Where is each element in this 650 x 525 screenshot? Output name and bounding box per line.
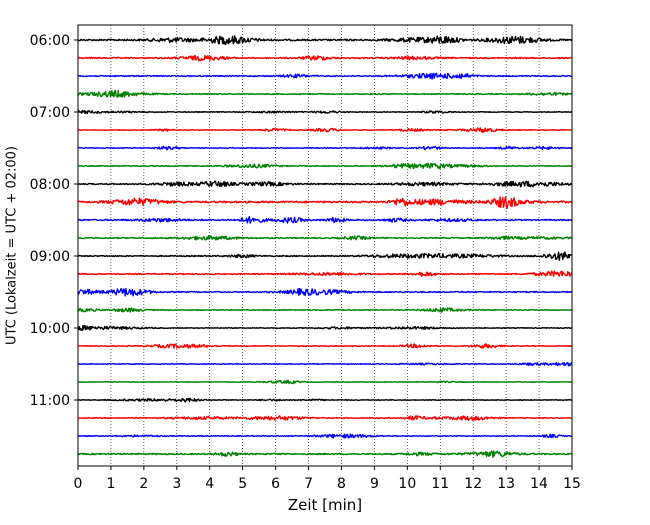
trace-1045 <box>77 379 573 385</box>
x-tick-label: 10 <box>398 476 416 492</box>
trace-1030 <box>77 362 573 367</box>
x-tick-label: 12 <box>464 476 482 492</box>
trace-0830 <box>77 215 573 224</box>
y-tick-label: 08:00 <box>30 177 70 193</box>
x-tick-label: 8 <box>337 476 346 492</box>
trace-0845 <box>77 235 573 241</box>
trace-1100 <box>77 397 573 403</box>
trace-0600 <box>77 35 573 46</box>
trace-0700 <box>77 109 573 115</box>
x-axis-label: Zeit [min] <box>288 496 362 514</box>
trace-1000 <box>77 325 573 332</box>
trace-0630 <box>77 72 573 80</box>
x-tick-label: 6 <box>271 476 280 492</box>
x-tick-label: 14 <box>530 476 548 492</box>
y-tick-label: 10:00 <box>30 321 70 337</box>
x-axis-ticks: 0 1 2 3 4 5 6 7 8 9 10 11 12 13 14 15 <box>74 466 581 492</box>
x-tick-label: 11 <box>431 476 449 492</box>
seismic-traces <box>77 35 573 458</box>
trace-0915 <box>77 270 573 278</box>
trace-1115 <box>77 414 572 421</box>
trace-0730 <box>77 145 573 151</box>
x-tick-label: 2 <box>139 476 148 492</box>
x-tick-label: 15 <box>563 476 581 492</box>
y-axis-ticks: 06:00 07:00 08:00 09:00 10:00 11:00 <box>30 33 78 409</box>
x-tick-label: 9 <box>370 476 379 492</box>
y-axis-label: UTC (Lokalzeit = UTC + 02:00) <box>5 146 20 345</box>
x-tick-label: 4 <box>205 476 214 492</box>
trace-0745 <box>77 162 573 170</box>
x-tick-label: 0 <box>74 476 83 492</box>
trace-1130 <box>77 433 573 439</box>
x-tick-label: 5 <box>238 476 247 492</box>
trace-0615 <box>77 54 573 62</box>
trace-0800 <box>77 180 573 188</box>
x-tick-label: 3 <box>172 476 181 492</box>
y-tick-label: 11:00 <box>30 393 70 409</box>
trace-1015 <box>77 343 573 349</box>
trace-0900 <box>77 251 573 261</box>
trace-0930 <box>77 287 573 297</box>
x-tick-label: 1 <box>106 476 115 492</box>
y-tick-label: 09:00 <box>30 249 70 265</box>
trace-0645 <box>77 89 573 98</box>
plot-frame <box>77 24 573 467</box>
trace-0945 <box>77 307 573 313</box>
trace-1145 <box>77 450 573 458</box>
y-tick-label: 07:00 <box>30 105 70 121</box>
trace-0815 <box>77 196 573 209</box>
y-tick-label: 06:00 <box>30 33 70 49</box>
x-tick-label: 7 <box>304 476 313 492</box>
x-tick-label: 13 <box>497 476 515 492</box>
trace-0715 <box>77 127 573 134</box>
